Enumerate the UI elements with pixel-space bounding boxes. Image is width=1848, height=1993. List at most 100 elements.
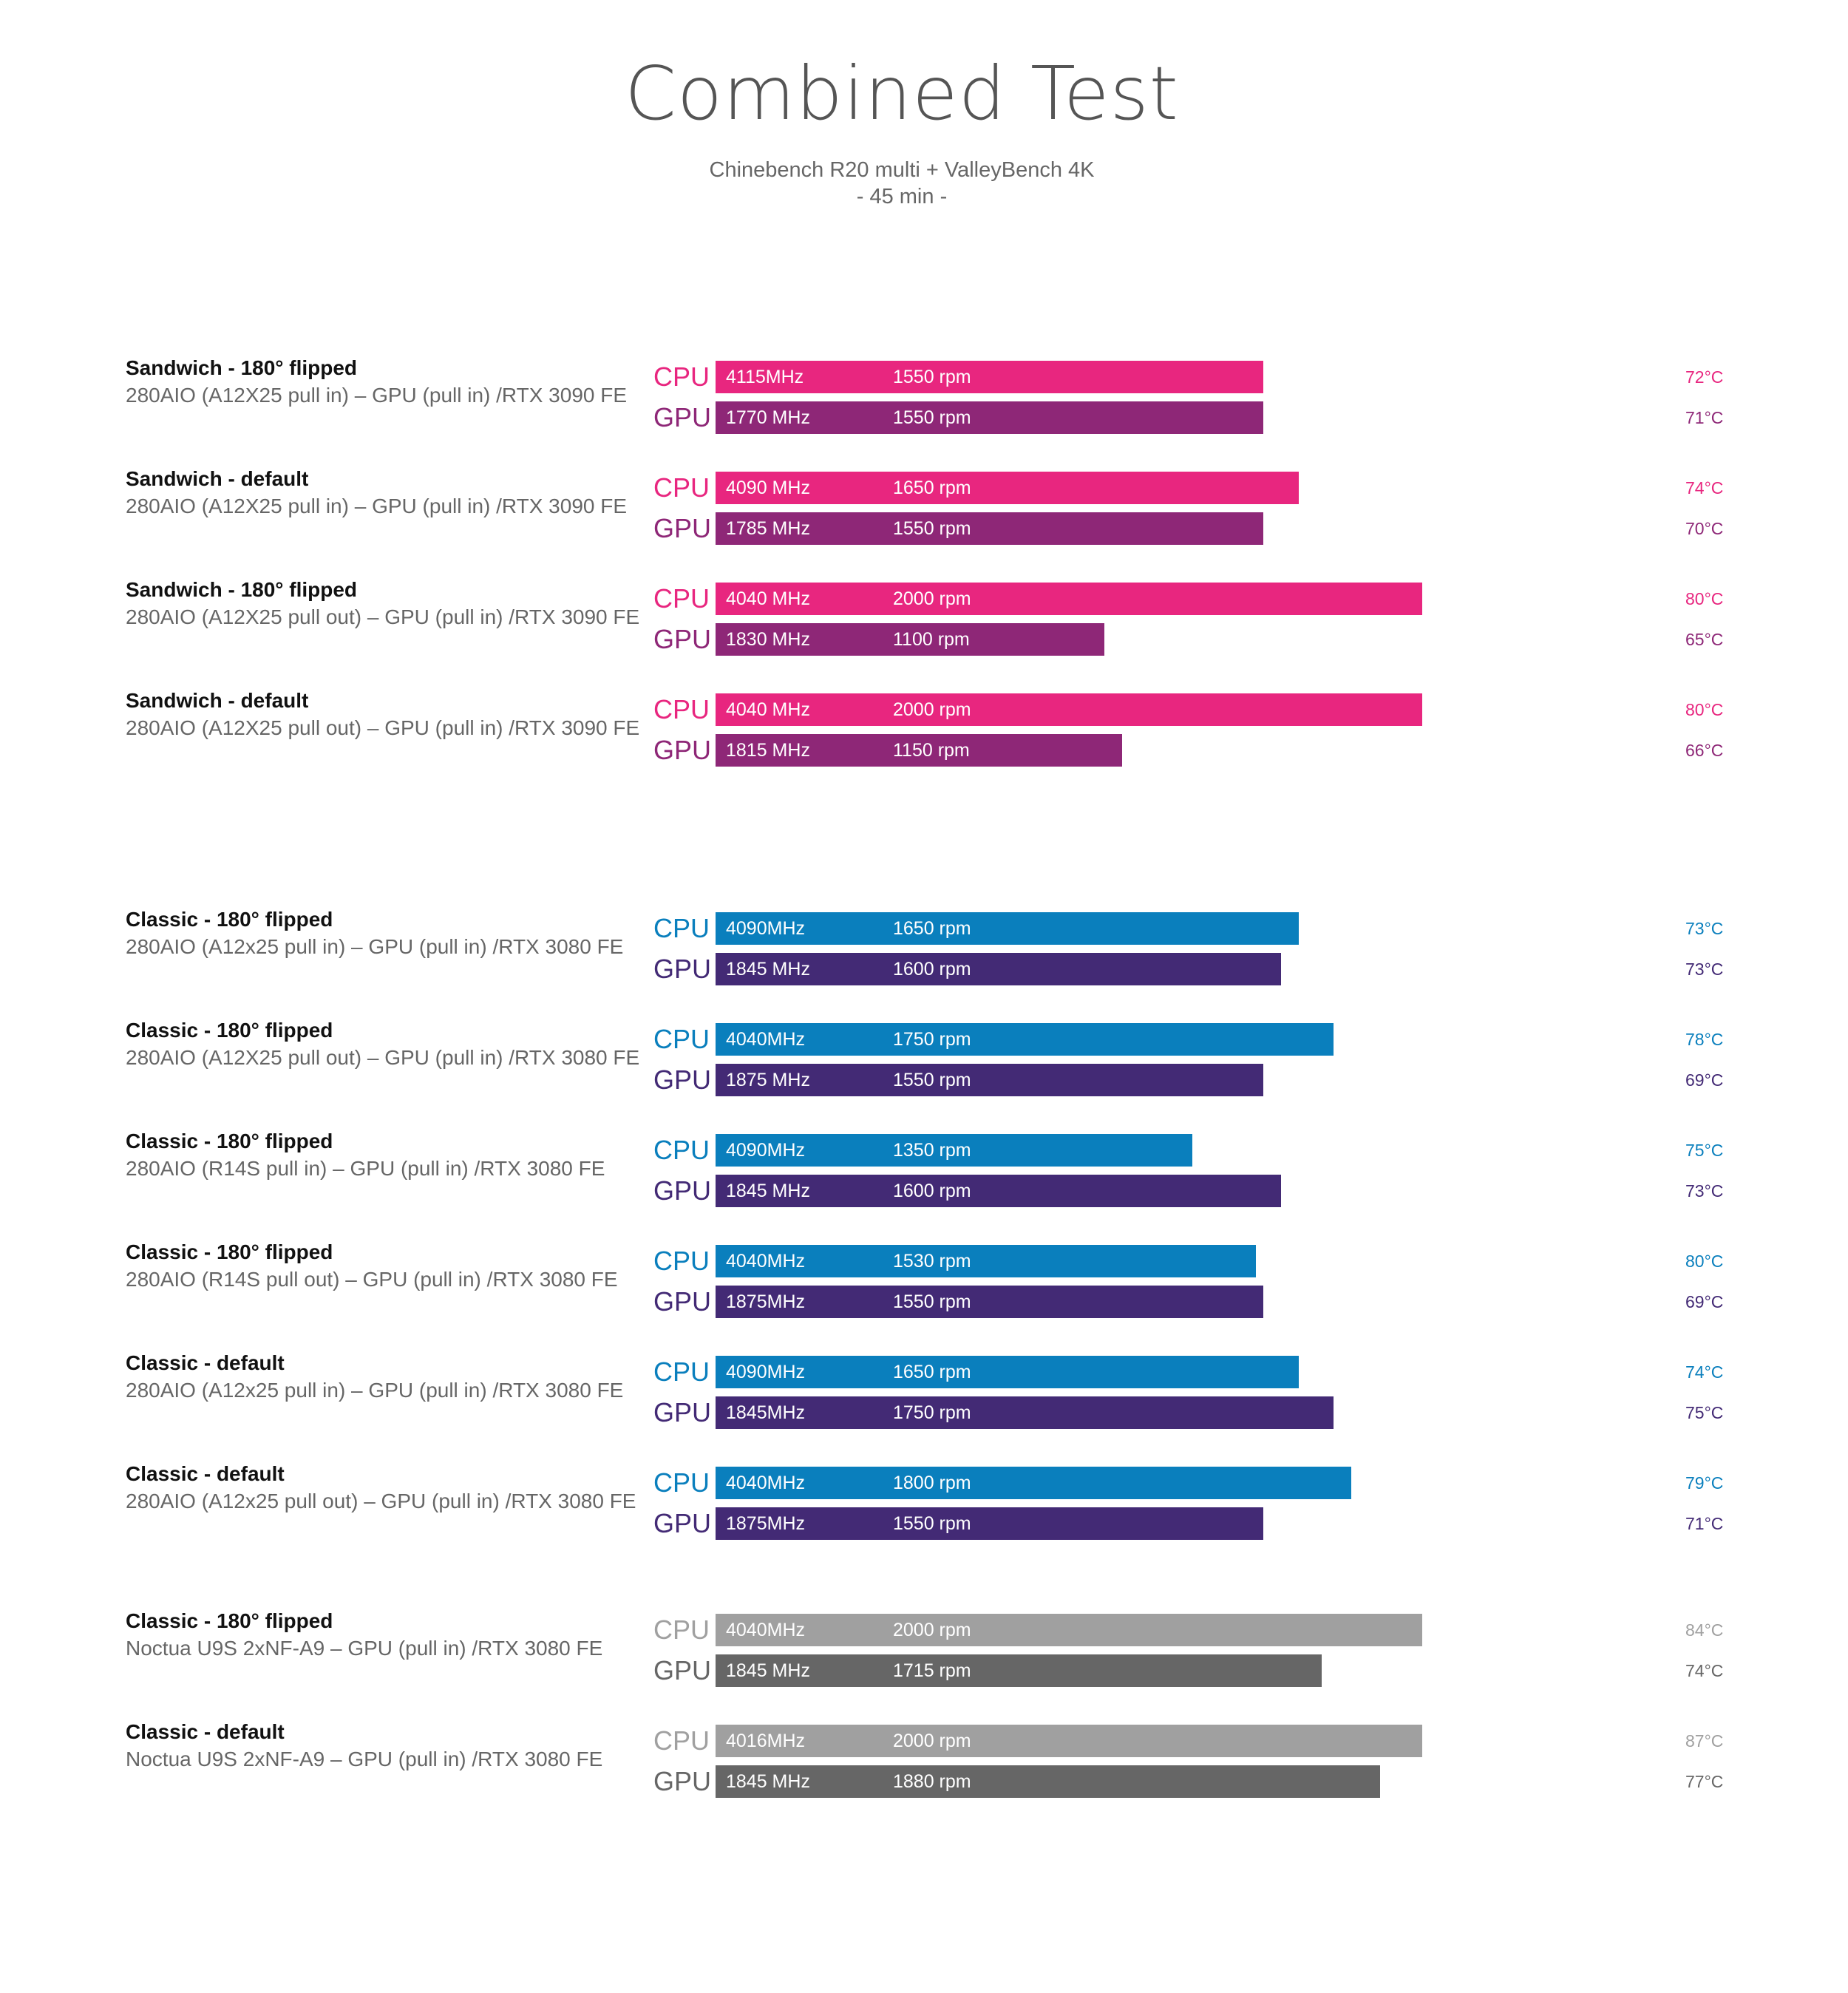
group-config: Noctua U9S 2xNF-A9 – GPU (pull in) /RTX … bbox=[126, 1637, 603, 1660]
cpu-clock-label: 4090MHz bbox=[726, 1140, 805, 1161]
gpu-label: GPU bbox=[653, 1397, 712, 1427]
cpu-label: CPU bbox=[653, 913, 710, 943]
gpu-label: GPU bbox=[653, 1655, 712, 1685]
cpu-label: CPU bbox=[653, 1246, 710, 1276]
cpu-rpm-label: 2000 rpm bbox=[893, 588, 971, 609]
gpu-temp-label: 73°C bbox=[1685, 960, 1724, 979]
cpu-rpm-label: 1750 rpm bbox=[893, 1029, 971, 1050]
gpu-bar bbox=[716, 1765, 1380, 1798]
gpu-bar bbox=[716, 734, 1122, 767]
group-config: 280AIO (A12X25 pull in) – GPU (pull in) … bbox=[126, 495, 628, 517]
gpu-temp-label: 75°C bbox=[1685, 1403, 1724, 1422]
cpu-rpm-label: 1550 rpm bbox=[893, 367, 971, 387]
cpu-bar bbox=[716, 693, 1422, 726]
cpu-clock-label: 4040MHz bbox=[726, 1029, 805, 1050]
bar-group: Classic - default 280AIO (A12x25 pull out… bbox=[0, 1462, 1848, 1566]
cpu-label: CPU bbox=[653, 1615, 710, 1645]
gpu-clock-label: 1845 MHz bbox=[726, 1771, 810, 1792]
cpu-bar bbox=[716, 1614, 1422, 1646]
gpu-clock-label: 1845 MHz bbox=[726, 1181, 810, 1201]
gpu-label: GPU bbox=[653, 954, 712, 984]
gpu-rpm-label: 1600 rpm bbox=[893, 1181, 971, 1201]
group-name: Classic - 180° flipped bbox=[126, 1019, 333, 1042]
cpu-label: CPU bbox=[653, 1135, 710, 1165]
gpu-temp-label: 71°C bbox=[1685, 1514, 1724, 1533]
group-name: Sandwich - 180° flipped bbox=[126, 578, 358, 601]
cpu-rpm-label: 1650 rpm bbox=[893, 1362, 971, 1382]
gpu-clock-label: 1770 MHz bbox=[726, 407, 810, 428]
cpu-rpm-label: 2000 rpm bbox=[893, 699, 971, 720]
gpu-clock-label: 1875MHz bbox=[726, 1291, 805, 1312]
gpu-bar bbox=[716, 1507, 1263, 1540]
gpu-rpm-label: 1550 rpm bbox=[893, 1513, 971, 1534]
bar-group: Classic - 180° flipped 280AIO (R14S pull … bbox=[0, 1240, 1848, 1344]
bar-group: Classic - 180° flipped 280AIO (R14S pull … bbox=[0, 1130, 1848, 1233]
group-name: Sandwich - 180° flipped bbox=[126, 356, 358, 379]
bar-group: Classic - 180° flipped 280AIO (A12X25 pul… bbox=[0, 1019, 1848, 1122]
cpu-rpm-label: 2000 rpm bbox=[893, 1620, 971, 1640]
gpu-label: GPU bbox=[653, 1175, 712, 1206]
cpu-clock-label: 4090MHz bbox=[726, 1362, 805, 1382]
group-name: Classic - default bbox=[126, 1351, 285, 1374]
group-name: Classic - default bbox=[126, 1462, 285, 1485]
gpu-temp-label: 77°C bbox=[1685, 1772, 1724, 1791]
cpu-temp-label: 79°C bbox=[1685, 1473, 1724, 1493]
gpu-temp-label: 66°C bbox=[1685, 741, 1724, 760]
gpu-bar bbox=[716, 1654, 1322, 1687]
bar-group: Classic - default 280AIO (A12x25 pull in)… bbox=[0, 1351, 1848, 1455]
group-config: 280AIO (A12x25 pull in) – GPU (pull in) … bbox=[126, 1379, 624, 1402]
gpu-rpm-label: 1750 rpm bbox=[893, 1402, 971, 1423]
group-config: Noctua U9S 2xNF-A9 – GPU (pull in) /RTX … bbox=[126, 1748, 603, 1770]
cpu-temp-label: 75°C bbox=[1685, 1141, 1724, 1160]
gpu-temp-label: 69°C bbox=[1685, 1292, 1724, 1311]
cpu-temp-label: 72°C bbox=[1685, 367, 1724, 387]
cpu-temp-label: 74°C bbox=[1685, 1362, 1724, 1382]
gpu-rpm-label: 1100 rpm bbox=[893, 629, 970, 650]
gpu-label: GPU bbox=[653, 1508, 712, 1538]
cpu-label: CPU bbox=[653, 1725, 710, 1756]
cpu-clock-label: 4090MHz bbox=[726, 918, 805, 939]
chart-subtitle-benchmarks: Chinebench R20 multi + ValleyBench 4K bbox=[709, 158, 1095, 182]
cpu-clock-label: 4090 MHz bbox=[726, 478, 810, 498]
group-config: 280AIO (A12x25 pull in) – GPU (pull in) … bbox=[126, 935, 624, 958]
cpu-temp-label: 84°C bbox=[1685, 1620, 1724, 1640]
cpu-label: CPU bbox=[653, 472, 710, 503]
group-config: 280AIO (R14S pull in) – GPU (pull in) /R… bbox=[126, 1157, 605, 1180]
cpu-rpm-label: 1650 rpm bbox=[893, 478, 971, 498]
gpu-bar bbox=[716, 1286, 1263, 1318]
cpu-temp-label: 80°C bbox=[1685, 700, 1724, 719]
gpu-rpm-label: 1715 rpm bbox=[893, 1660, 971, 1681]
group-config: 280AIO (A12X25 pull in) – GPU (pull in) … bbox=[126, 384, 628, 407]
cpu-label: CPU bbox=[653, 1357, 710, 1387]
cpu-rpm-label: 1350 rpm bbox=[893, 1140, 971, 1161]
gpu-bar bbox=[716, 623, 1104, 656]
group-config: 280AIO (A12X25 pull out) – GPU (pull in)… bbox=[126, 1046, 640, 1069]
cpu-label: CPU bbox=[653, 1024, 710, 1054]
cpu-rpm-label: 1650 rpm bbox=[893, 918, 971, 939]
cpu-bar bbox=[716, 472, 1299, 504]
gpu-label: GPU bbox=[653, 1286, 712, 1317]
cpu-temp-label: 74°C bbox=[1685, 478, 1724, 498]
cpu-clock-label: 4040MHz bbox=[726, 1473, 805, 1493]
cpu-temp-label: 87°C bbox=[1685, 1731, 1724, 1751]
cpu-bar bbox=[716, 1467, 1351, 1499]
gpu-label: GPU bbox=[653, 624, 712, 654]
cpu-rpm-label: 1800 rpm bbox=[893, 1473, 971, 1493]
cpu-temp-label: 80°C bbox=[1685, 589, 1724, 608]
group-name: Classic - default bbox=[126, 1720, 285, 1743]
gpu-temp-label: 69°C bbox=[1685, 1070, 1724, 1090]
group-name: Sandwich - default bbox=[126, 467, 309, 490]
cpu-bar bbox=[716, 1725, 1422, 1757]
gpu-bar bbox=[716, 1064, 1263, 1096]
gpu-rpm-label: 1150 rpm bbox=[893, 740, 970, 761]
cpu-clock-label: 4040MHz bbox=[726, 1251, 805, 1271]
gpu-label: GPU bbox=[653, 402, 712, 432]
chart-title: Combined Test bbox=[625, 50, 1179, 137]
cpu-rpm-label: 2000 rpm bbox=[893, 1731, 971, 1751]
cpu-label: CPU bbox=[653, 694, 710, 724]
group-config: 280AIO (A12X25 pull out) – GPU (pull in)… bbox=[126, 605, 640, 628]
cpu-clock-label: 4040 MHz bbox=[726, 699, 810, 720]
cpu-bar bbox=[716, 912, 1299, 945]
chart-subtitle-duration: - 45 min - bbox=[856, 185, 948, 208]
